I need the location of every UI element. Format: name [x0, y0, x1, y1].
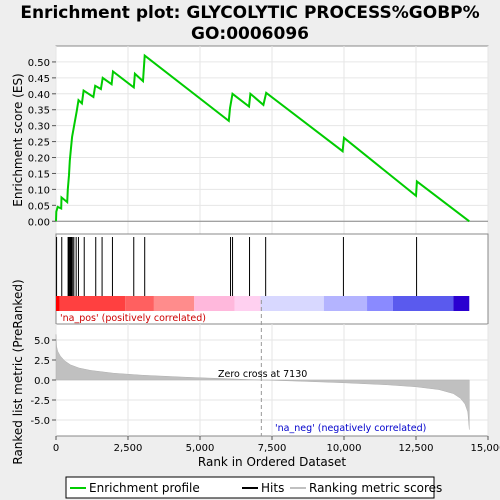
metric-tick-label: 5.0 [34, 336, 50, 347]
es-tick-label: 0.40 [28, 90, 50, 101]
es-axis-label: Enrichment score (ES) [11, 73, 25, 206]
legend-ranking-metric-scores: Ranking metric scores [309, 481, 442, 495]
legend-enrichment-profile: Enrichment profile [89, 481, 200, 495]
heatmap-segment [125, 296, 154, 311]
x-tick-label: 0 [53, 443, 59, 454]
x-tick-label: 10,000 [327, 443, 362, 454]
es-tick-label: 0.35 [28, 106, 50, 117]
metric-tick-label: -5.0 [30, 416, 50, 427]
heatmap-segment [194, 296, 235, 311]
metric-tick-label: 2.5 [34, 356, 50, 367]
metric-tick-label: -2.5 [30, 396, 50, 407]
heatmap-segment [59, 296, 126, 311]
heatmap-segment [260, 296, 324, 311]
heatmap-segment [56, 296, 60, 311]
heatmap-segment [153, 296, 195, 311]
x-tick-label: 5,000 [186, 443, 215, 454]
x-tick-label: 15,000 [471, 443, 500, 454]
es-tick-label: 0.05 [28, 201, 50, 212]
heatmap-segment [323, 296, 368, 311]
heatmap-segment [453, 296, 470, 311]
es-tick-label: 0.15 [28, 169, 50, 180]
es-tick-label: 0.50 [28, 58, 50, 69]
x-tick-label: 2,500 [114, 443, 143, 454]
zero-cross-label: Zero cross at 7130 [218, 369, 307, 380]
es-tick-label: 0.30 [28, 122, 50, 133]
chart-title-line1: Enrichment plot: GLYCOLYTIC PROCESS%GOBP… [20, 3, 479, 23]
metric-axis-label: Ranked list metric (PreRanked) [11, 279, 25, 464]
es-tick-label: 0.45 [28, 74, 50, 85]
pos-correlated-label: 'na_pos' (positively correlated) [60, 313, 206, 324]
es-tick-label: 0.00 [28, 217, 50, 228]
neg-correlated-label: 'na_neg' (negatively correlated) [275, 423, 426, 434]
ranking-metric-area [55, 334, 470, 430]
metric-tick-label: 0.0 [34, 376, 50, 387]
es-tick-label: 0.25 [28, 138, 50, 149]
es-tick-label: 0.20 [28, 154, 50, 165]
heatmap-segment [367, 296, 393, 311]
x-tick-label: 12,500 [399, 443, 434, 454]
x-axis-label: Rank in Ordered Dataset [198, 455, 346, 469]
enrichment-profile-line [55, 53, 470, 223]
x-tick-label: 7,500 [258, 443, 287, 454]
heatmap-segment [392, 296, 454, 311]
chart-title-line2: GO:0006096 [191, 24, 309, 44]
legend-hits: Hits [261, 481, 284, 495]
es-tick-label: 0.10 [28, 185, 50, 196]
heatmap-segment [234, 296, 261, 311]
